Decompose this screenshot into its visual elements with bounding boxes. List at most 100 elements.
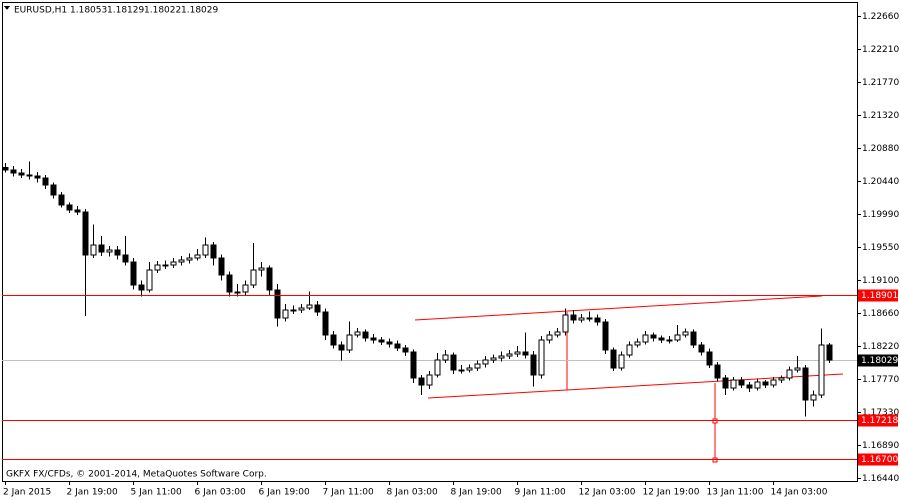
candle-body (114, 249, 121, 256)
candle-body (370, 337, 377, 341)
candle-body (74, 209, 81, 213)
y-tick-label: 1.20440 (862, 177, 899, 187)
candle-body (26, 174, 33, 177)
candle-body (2, 166, 9, 171)
candle-body (650, 334, 657, 339)
candle-body (82, 211, 89, 256)
candle-body (730, 379, 737, 389)
x-tick-label: 8 Jan 19:00 (451, 488, 503, 498)
plot-frame (2, 2, 858, 482)
candle-body (506, 353, 513, 357)
menu-triangle[interactable] (4, 6, 10, 10)
candle-body (602, 321, 609, 351)
candle-body (682, 331, 689, 336)
y-tick-label: 1.22210 (862, 45, 899, 55)
candle-body (122, 254, 129, 263)
y-tick-label: 1.20880 (862, 144, 899, 154)
candle-body (674, 334, 681, 341)
candle-body (42, 177, 49, 186)
candle-body (298, 307, 305, 311)
y-tick-label: 1.22660 (862, 12, 899, 22)
candle-body (394, 343, 401, 349)
copyright: GKFX FX/CFDs, © 2001-2014, MetaQuotes So… (6, 470, 267, 480)
candle-body (802, 367, 809, 401)
x-tick-label: 8 Jan 03:00 (387, 488, 439, 498)
candle-body (162, 264, 169, 267)
candle-body (466, 367, 473, 371)
candle-body (810, 394, 817, 401)
candle-body (490, 357, 497, 361)
candle-body (50, 184, 57, 196)
candle-body (242, 284, 249, 293)
candle-body (618, 354, 625, 369)
level-label-box (858, 414, 898, 427)
candle-body (290, 309, 297, 312)
candle-body (450, 354, 457, 371)
symbol: EURUSD,H1 (14, 6, 67, 16)
candle-body (138, 284, 145, 291)
candle-body (658, 337, 665, 341)
candle-body (18, 172, 25, 176)
y-tick-label: 1.17770 (862, 375, 899, 385)
candle-body (714, 364, 721, 379)
candle-body (186, 257, 193, 261)
candle-body (306, 304, 313, 309)
candle-body (746, 384, 753, 389)
candle-body (498, 355, 505, 359)
candle-body (754, 381, 761, 389)
trend-line (414, 295, 823, 321)
candle-body (690, 331, 697, 346)
candle-body (570, 314, 577, 321)
candle-body (282, 309, 289, 319)
candle-body (258, 267, 265, 271)
x-tick-label: 13 Jan 11:00 (707, 488, 764, 498)
candle-body (426, 374, 433, 386)
candle-body (378, 339, 385, 343)
candle-body (10, 169, 17, 174)
candle-body (330, 334, 337, 346)
candle-body (522, 351, 529, 356)
candle-body (314, 304, 321, 313)
candle-body (234, 291, 241, 294)
candle-body (274, 289, 281, 319)
candle-body (442, 354, 449, 361)
x-tick-label: 6 Jan 03:00 (195, 488, 247, 498)
x-tick-label: 7 Jan 11:00 (323, 488, 375, 498)
candle-body (130, 261, 137, 286)
level-label: 1.16700 (861, 455, 898, 465)
y-tick-label: 1.19100 (862, 276, 899, 286)
candle-body (778, 377, 785, 381)
level-label: 1.18901 (861, 291, 898, 301)
level-label-box (858, 289, 898, 302)
y-tick-label: 1.19990 (862, 210, 899, 220)
candle-body (762, 381, 769, 386)
x-tick-label: 12 Jan 19:00 (643, 488, 700, 498)
candle-body (202, 244, 209, 256)
header-value: 1.18129 (107, 6, 144, 16)
level-label: 1.17218 (861, 416, 898, 426)
candle-body (474, 363, 481, 369)
candle-body (818, 344, 825, 396)
y-tick-label: 1.19550 (862, 243, 899, 253)
candle-body (586, 317, 593, 320)
candle-body (418, 377, 425, 386)
candle-body (210, 244, 217, 259)
candle-body (826, 344, 833, 361)
x-tick-label: 14 Jan 03:00 (771, 488, 828, 498)
candle-body (90, 244, 97, 256)
candle-body (594, 317, 601, 323)
candle-body (514, 351, 521, 355)
candle-body (578, 317, 585, 321)
candle-body (34, 175, 41, 179)
candle-body (538, 339, 545, 376)
candle-body (226, 274, 233, 293)
candle-body (386, 341, 393, 345)
x-tick-label: 9 Jan 11:00 (515, 488, 567, 498)
candle-body (154, 264, 161, 271)
candle-body (706, 351, 713, 366)
candle-body (666, 339, 673, 342)
candles (2, 161, 833, 417)
candle-body (722, 377, 729, 389)
candle-body (530, 354, 537, 376)
header-value: 1.18053 (70, 6, 107, 16)
